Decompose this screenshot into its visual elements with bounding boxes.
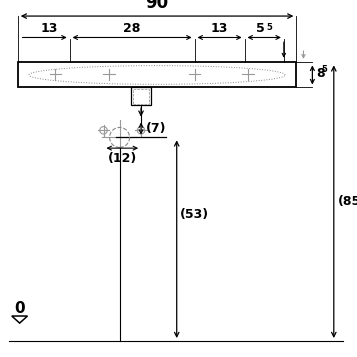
Polygon shape [12, 316, 27, 323]
Text: (85): (85) [338, 195, 357, 208]
Bar [131, 87, 151, 105]
Text: 5: 5 [256, 22, 265, 35]
Text: (53): (53) [180, 208, 210, 221]
Text: 28: 28 [124, 22, 141, 35]
Text: 0: 0 [14, 301, 25, 316]
Text: 13: 13 [211, 22, 228, 35]
Text: (12): (12) [108, 152, 137, 165]
Text: 5: 5 [267, 23, 272, 32]
Bar [133, 89, 149, 104]
Text: 13: 13 [40, 22, 58, 35]
Text: 90: 90 [146, 0, 169, 12]
Text: (7): (7) [146, 122, 167, 135]
Text: 8: 8 [317, 67, 325, 80]
Text: 5: 5 [322, 65, 327, 75]
Bar [18, 62, 296, 87]
